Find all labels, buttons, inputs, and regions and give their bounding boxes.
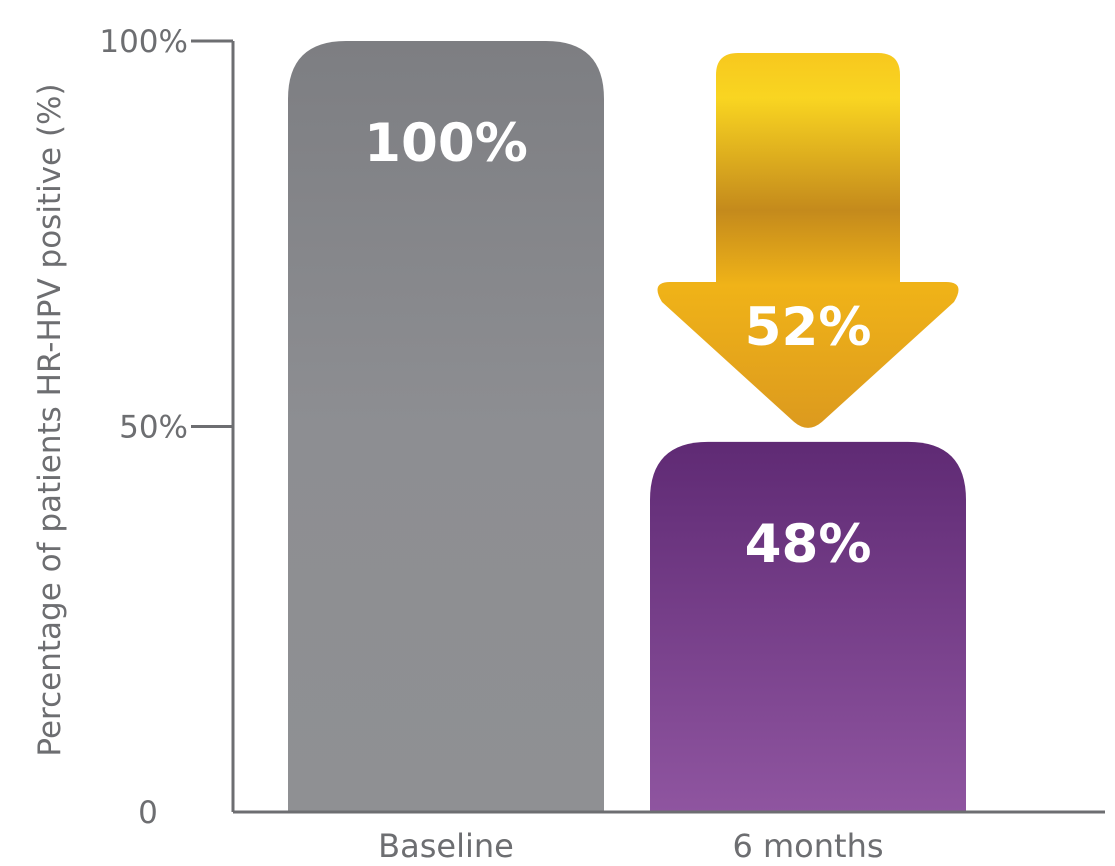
y-tick-label: 50% <box>119 410 188 446</box>
y-tick-label: 100% <box>99 24 188 60</box>
bar-value-label: 100% <box>364 113 528 174</box>
x-tick-label: 6 months <box>732 827 883 865</box>
x-tick-label: Baseline <box>378 827 514 865</box>
reduction-arrow: 52% <box>657 53 959 428</box>
y-axis-ticks: 0 50% 100% <box>99 24 233 831</box>
arrow-annotation-label: 52% <box>745 297 872 358</box>
bar-baseline <box>288 41 604 812</box>
x-axis-labels: Baseline 6 months <box>378 827 883 865</box>
bars: 100% 48% <box>288 41 966 812</box>
bar-6-months <box>650 441 966 812</box>
y-tick-label: 0 <box>138 795 158 831</box>
down-arrow-icon <box>657 53 959 428</box>
y-axis-label: Percentage of patients HR-HPV positive (… <box>32 83 68 756</box>
bar-value-label: 48% <box>745 514 872 575</box>
